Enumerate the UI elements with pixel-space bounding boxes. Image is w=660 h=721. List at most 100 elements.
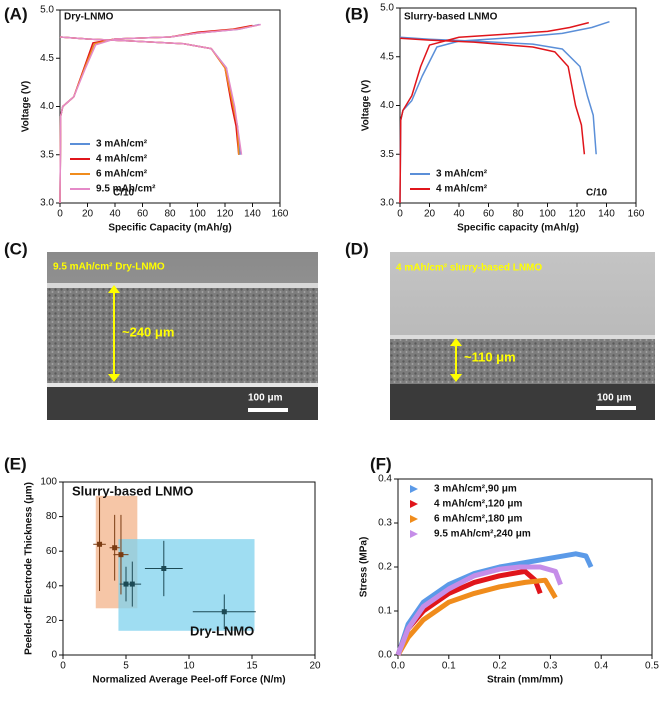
x-tick-label: 80	[164, 209, 176, 220]
series-line	[395, 577, 558, 657]
y-tick-label: 4.5	[380, 51, 394, 62]
region-label: Dry-LNMO	[190, 623, 254, 638]
image-caption: 4 mAh/cm² slurry-based LNMO	[396, 263, 542, 274]
y-tick-label: 80	[46, 511, 58, 522]
x-tick-label: 0.2	[493, 661, 507, 672]
x-tick-label: 0.5	[645, 661, 659, 672]
legend-label: 9.5 mAh/cm²	[96, 184, 156, 195]
x-tick-label: 0.1	[442, 661, 456, 672]
legend-marker	[410, 485, 418, 493]
x-tick-label: 0.4	[594, 661, 608, 672]
y-axis-title: Peeled-off Electrode Thickness (μm)	[24, 482, 35, 655]
y-tick-label: 20	[46, 615, 58, 626]
y-tick-label: 4.5	[40, 53, 54, 64]
y-tick-label: 40	[46, 580, 58, 591]
legend-label: 3 mAh/cm²	[96, 139, 148, 150]
legend-marker	[410, 500, 418, 508]
legend-label: 6 mAh/cm²	[96, 169, 148, 180]
legend-marker	[410, 530, 418, 538]
series-line	[59, 24, 253, 204]
series-line	[395, 564, 563, 656]
x-tick-label: 0.0	[391, 661, 405, 672]
y-tick-label: 5.0	[380, 3, 394, 14]
panel-label: (B)	[345, 4, 369, 23]
y-tick-label: 3.5	[380, 149, 394, 160]
x-axis-title: Strain (mm/mm)	[487, 675, 563, 686]
x-tick-label: 20	[82, 209, 94, 220]
y-tick-label: 60	[46, 546, 58, 557]
legend-label: 4 mAh/cm²	[436, 184, 488, 195]
region-label: Slurry-based LNMO	[72, 483, 193, 498]
sem-image-c	[47, 252, 318, 420]
x-tick-label: 20	[424, 209, 436, 220]
series-line	[399, 21, 589, 204]
point	[161, 566, 167, 571]
y-tick-label: 0.3	[378, 518, 392, 529]
panel-label: (C)	[4, 239, 28, 258]
panel-label: (F)	[370, 454, 392, 473]
x-tick-label: 80	[512, 209, 524, 220]
x-axis-title: Normalized Average Peel-off Force (N/m)	[92, 675, 285, 686]
image-caption: 9.5 mAh/cm² Dry-LNMO	[53, 262, 165, 273]
panel-label: (D)	[345, 239, 369, 258]
chart-title: Dry-LNMO	[64, 12, 114, 23]
legend-label: 9.5 mAh/cm²,240 μm	[434, 529, 531, 540]
annotation: C/10	[113, 188, 135, 199]
y-tick-label: 0.0	[378, 650, 392, 661]
thickness-label: ~110 μm	[464, 349, 516, 364]
x-tick-label: 0.3	[543, 661, 557, 672]
point	[97, 541, 103, 547]
x-tick-label: 120	[569, 209, 586, 220]
y-tick-label: 5.0	[40, 5, 54, 16]
point	[112, 545, 118, 551]
x-tick-label: 160	[272, 209, 289, 220]
x-axis-title: Specific Capacity (mAh/g)	[108, 223, 231, 234]
y-tick-label: 0.2	[378, 562, 392, 573]
x-tick-label: 120	[217, 209, 234, 220]
sem-image-d	[390, 252, 655, 420]
y-tick-label: 4.0	[40, 101, 54, 112]
x-tick-label: 40	[453, 209, 465, 220]
x-tick-label: 140	[244, 209, 261, 220]
x-tick-label: 10	[183, 661, 195, 672]
x-tick-label: 140	[598, 209, 615, 220]
annotation: C/10	[586, 188, 608, 199]
point	[118, 552, 124, 558]
legend-label: 4 mAh/cm²,120 μm	[434, 499, 522, 510]
chart-title: Slurry-based LNMO	[404, 12, 498, 23]
panel-label: (A)	[4, 4, 28, 23]
region	[118, 539, 255, 631]
x-tick-label: 20	[309, 661, 321, 672]
x-tick-label: 40	[109, 209, 121, 220]
point	[129, 581, 135, 587]
panel-label: (E)	[4, 454, 27, 473]
x-tick-label: 5	[123, 661, 129, 672]
scale-bar-label: 100 μm	[248, 393, 283, 404]
y-axis-title: Stress (MPa)	[359, 537, 370, 598]
legend-label: 3 mAh/cm²	[436, 169, 488, 180]
y-tick-label: 0.1	[378, 606, 392, 617]
legend-label: 4 mAh/cm²	[96, 154, 148, 165]
x-tick-label: 60	[137, 209, 149, 220]
x-axis-title: Specific capacity (mAh/g)	[457, 223, 579, 234]
y-tick-label: 0.4	[378, 474, 392, 485]
y-tick-label: 3.0	[380, 198, 394, 209]
y-tick-label: 4.0	[380, 100, 394, 111]
y-tick-label: 0	[51, 650, 57, 661]
x-tick-label: 0	[397, 209, 403, 220]
x-tick-label: 60	[483, 209, 495, 220]
legend-label: 3 mAh/cm²,90 μm	[434, 484, 517, 495]
legend-label: 6 mAh/cm²,180 μm	[434, 514, 522, 525]
scale-bar-label: 100 μm	[597, 393, 632, 404]
x-tick-label: 100	[539, 209, 556, 220]
x-tick-label: 100	[189, 209, 206, 220]
y-tick-label: 100	[40, 477, 57, 488]
thickness-label: ~240 μm	[122, 324, 174, 339]
y-axis-title: Voltage (V)	[21, 81, 32, 132]
x-tick-label: 160	[628, 209, 645, 220]
y-tick-label: 3.5	[40, 149, 54, 160]
y-tick-label: 3.0	[40, 198, 54, 209]
x-tick-label: 15	[246, 661, 258, 672]
legend-marker	[410, 515, 418, 523]
